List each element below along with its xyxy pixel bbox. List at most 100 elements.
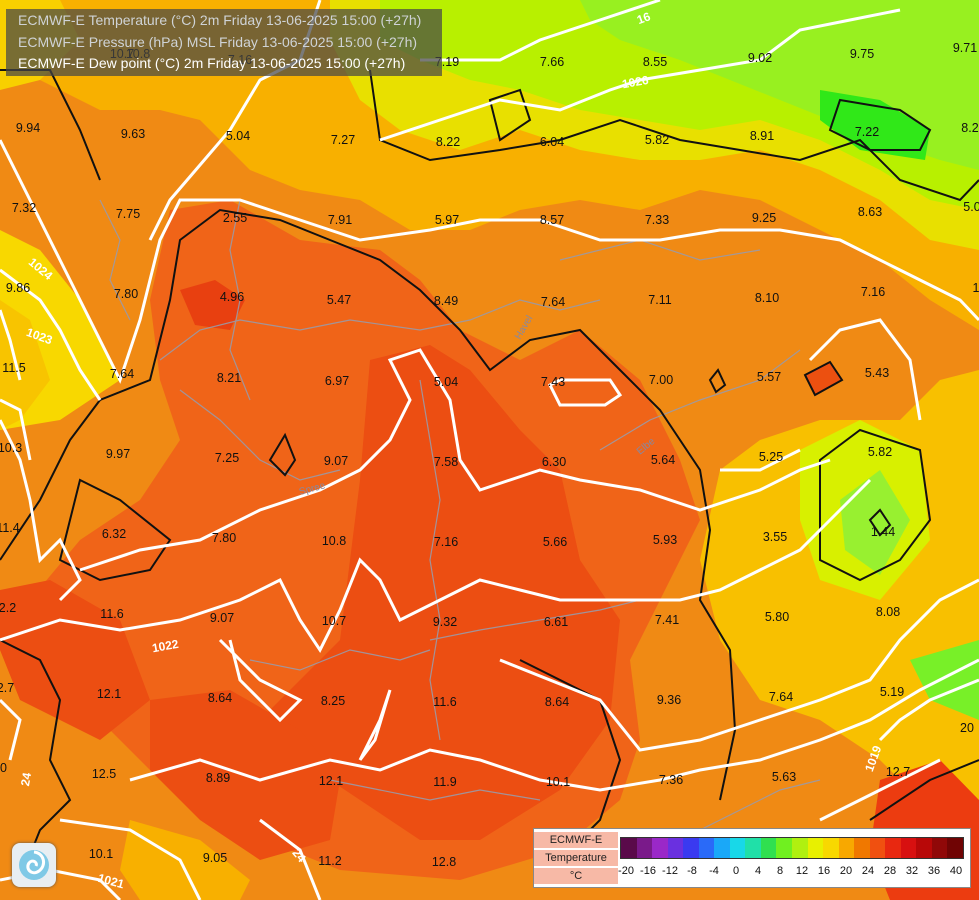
legend-ticks: -20 -16 -12 -8 -4 0 4 8 12 16 20 24 28 32 36 40 xyxy=(618,865,963,881)
dewpoint-value-label: 5.04 xyxy=(434,375,458,389)
legend-swatch xyxy=(854,838,870,858)
dewpoint-value-label: 9.86 xyxy=(6,281,30,295)
isobar-label: 16 xyxy=(635,9,653,27)
title-dewpoint: ECMWF-E Dew point (°C) 2m Friday 13-06-2… xyxy=(18,55,406,71)
dewpoint-value-label: 9.36 xyxy=(657,693,681,707)
legend-swatch xyxy=(823,838,839,858)
dewpoint-value-label: 8.25 xyxy=(321,694,345,708)
dewpoint-value-label: 12.5 xyxy=(92,767,116,781)
dewpoint-value-label: 7.64 xyxy=(110,367,134,381)
dewpoint-value-label: 7.25 xyxy=(215,451,239,465)
dewpoint-value-label: 1.44 xyxy=(871,525,895,539)
isobar-label: 1026 xyxy=(621,73,650,91)
dewpoint-value-label: 11.6 xyxy=(100,607,123,621)
dewpoint-value-label: 12.7 xyxy=(0,681,14,695)
dewpoint-value-label: 12.1 xyxy=(319,774,343,788)
dewpoint-value-label: 10.7 xyxy=(322,614,346,628)
legend-color-bar xyxy=(620,837,964,859)
legend-swatch xyxy=(947,838,964,858)
dewpoint-value-label: 7.32 xyxy=(12,201,36,215)
dewpoint-value-label: 7.41 xyxy=(655,613,679,627)
dewpoint-value-label: 5.82 xyxy=(868,445,892,459)
dewpoint-value-label: 8.49 xyxy=(434,294,458,308)
dewpoint-value-label: 5.47 xyxy=(327,293,351,307)
dewpoint-value-label: 9.32 xyxy=(433,615,457,629)
temperature-legend: ECMWF-E Temperature °C -20 -16 -12 -8 -4 0 4 8 1… xyxy=(533,828,971,888)
dewpoint-value-label: 1 xyxy=(973,281,979,295)
app-logo xyxy=(12,843,56,887)
dewpoint-value-label: 9.63 xyxy=(121,127,145,141)
isobar-label: 1022 xyxy=(151,637,180,655)
legend-swatch xyxy=(900,838,917,858)
dewpoint-value-label: 5.80 xyxy=(765,610,789,624)
legend-swatch xyxy=(869,838,886,858)
legend-swatch xyxy=(636,838,653,858)
dewpoint-value-label: 8.63 xyxy=(858,205,882,219)
legend-tick-label: 12 xyxy=(795,865,809,877)
dewpoint-value-label: 7.43 xyxy=(541,375,565,389)
legend-tick-label: 24 xyxy=(861,865,875,877)
dewpoint-value-label: 10.8 xyxy=(322,534,346,548)
dewpoint-value-label: 9.07 xyxy=(210,611,234,625)
legend-swatch xyxy=(885,838,901,858)
dewpoint-value-label: 9.94 xyxy=(16,121,40,135)
dewpoint-value-label: 5.93 xyxy=(653,533,677,547)
value-labels: 10.710.87.167.197.668.559.029.759.719.94… xyxy=(0,41,979,869)
dewpoint-value-label: 4.96 xyxy=(220,290,244,304)
dewpoint-value-label: 5.43 xyxy=(865,366,889,380)
title-pressure: ECMWF-E Pressure (hPa) MSL Friday 13-06-… xyxy=(18,34,418,50)
legend-tick-label: 16 xyxy=(817,865,831,877)
legend-tick-label: -16 xyxy=(640,865,656,877)
dewpoint-value-label: 6.97 xyxy=(325,374,349,388)
legend-swatch xyxy=(776,838,793,858)
legend-swatch xyxy=(745,838,761,858)
legend-swatch xyxy=(621,838,637,858)
dewpoint-value-label: 7.91 xyxy=(328,213,352,227)
dewpoint-value-label: 7.64 xyxy=(769,690,793,704)
dewpoint-value-label: 5.19 xyxy=(880,685,904,699)
legend-swatch xyxy=(838,838,855,858)
dewpoint-value-label: 5.63 xyxy=(772,770,796,784)
swirl-icon xyxy=(19,850,49,880)
legend-tick-label: 0 xyxy=(732,865,740,877)
dewpoint-value-label: 5.97 xyxy=(435,213,459,227)
dewpoint-value-label: 7.16 xyxy=(434,535,458,549)
dewpoint-value-label: 2.55 xyxy=(223,211,247,225)
dewpoint-value-label: 9.75 xyxy=(850,47,874,61)
legend-swatch xyxy=(714,838,730,858)
dewpoint-value-label: 9.07 xyxy=(324,454,348,468)
dewpoint-value-label: 7.66 xyxy=(540,55,564,69)
dewpoint-value-label: 5.57 xyxy=(757,370,781,384)
legend-tick-label: 20 xyxy=(839,865,853,877)
dewpoint-value-label: 20 xyxy=(960,721,974,735)
dewpoint-value-label: 11.9 xyxy=(433,775,456,789)
dewpoint-value-label: 7.80 xyxy=(212,531,236,545)
dewpoint-value-label: 7.33 xyxy=(645,213,669,227)
dewpoint-value-label: 12.8 xyxy=(432,855,456,869)
legend-tick-label: 4 xyxy=(754,865,762,877)
dewpoint-value-label: 10.1 xyxy=(546,775,570,789)
dewpoint-value-label: 5.0 xyxy=(963,200,979,214)
dewpoint-value-label: 11.2 xyxy=(318,854,341,868)
dewpoint-value-label: 8.2 xyxy=(961,121,978,135)
dewpoint-value-label: 9.05 xyxy=(203,851,227,865)
dewpoint-value-label: 7.75 xyxy=(116,207,140,221)
title-temperature: ECMWF-E Temperature (°C) 2m Friday 13-06… xyxy=(18,12,422,28)
dewpoint-value-label: 5.04 xyxy=(226,129,250,143)
legend-swatch xyxy=(792,838,808,858)
legend-tick-label: -4 xyxy=(709,865,719,877)
title-panel: ECMWF-E Temperature (°C) 2m Friday 13-06… xyxy=(6,9,442,76)
dewpoint-value-label: 9.97 xyxy=(106,447,130,461)
dewpoint-value-label: 12.1 xyxy=(97,687,121,701)
legend-tick-label: 8 xyxy=(776,865,784,877)
legend-swatch xyxy=(683,838,699,858)
dewpoint-value-label: 8.64 xyxy=(208,691,232,705)
dewpoint-value-label: 8.08 xyxy=(876,605,900,619)
dewpoint-value-label: 9.71 xyxy=(953,41,977,55)
legend-tick-label: 40 xyxy=(949,865,963,877)
legend-swatch xyxy=(760,838,777,858)
dewpoint-value-label: 10.1 xyxy=(89,847,113,861)
dewpoint-value-label: 11.6 xyxy=(433,695,456,709)
dewpoint-contours xyxy=(0,69,979,881)
legend-swatch xyxy=(916,838,932,858)
